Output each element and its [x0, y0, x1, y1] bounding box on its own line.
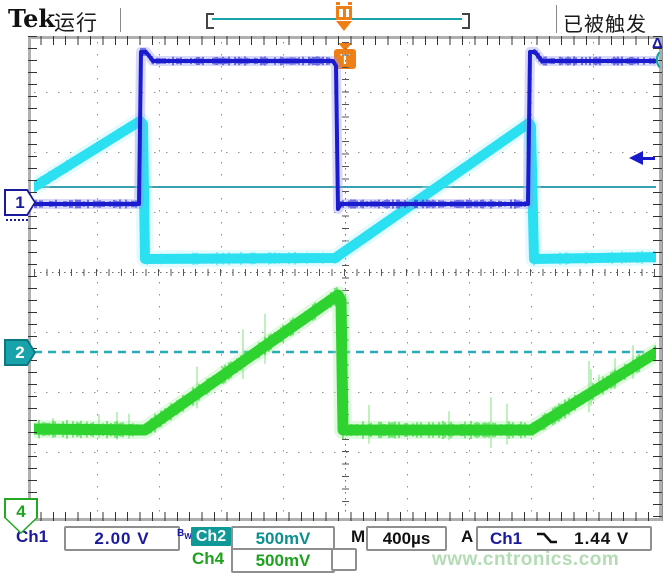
vertical-gridline [469, 42, 470, 513]
center-vertical-ticks [342, 42, 349, 513]
watermark: www.cntronics.com [432, 549, 620, 570]
horizontal-gridline [34, 212, 656, 213]
timebase-readout: 400µs [366, 526, 447, 551]
falling-edge-slope-icon [536, 531, 558, 546]
vertical-gridline [593, 42, 594, 513]
graticule-grid [34, 42, 656, 513]
left-ruler [28, 36, 37, 521]
acquisition-run-status: 运行 [54, 12, 98, 35]
trigger-level-readout: 1.44 V [574, 528, 630, 548]
ch2-ground-marker[interactable]: 2 [4, 339, 36, 366]
timebase-label: M [351, 527, 366, 546]
center-horizontal-ticks [34, 269, 656, 276]
edge-delta-glyph: Δ [652, 35, 663, 52]
ch4-scale-readout: 500mV [231, 548, 335, 573]
vertical-gridline [283, 42, 284, 513]
edge-paren-glyph: ( [655, 49, 661, 68]
horizontal-gridline [34, 392, 656, 393]
trigger-marker-dot [348, 2, 352, 5]
trigger-marker-stem [343, 8, 346, 17]
vertical-gridline [407, 42, 408, 513]
horizontal-gridline [34, 152, 656, 153]
ch1-marker-dotted-tail [6, 217, 28, 221]
ch1-scale-readout: 2.00 V [64, 526, 180, 551]
trigger-level-arrow-stem [643, 157, 655, 160]
bandwidth-limit-badge: BW [177, 528, 192, 541]
trigger-source: Ch1 [490, 528, 523, 548]
vertical-gridline [159, 42, 160, 513]
trigger-position-marker-icon[interactable] [335, 2, 355, 36]
horizontal-gridline [34, 332, 656, 333]
right-ruler [653, 36, 662, 521]
ch1-marker-label: 1 [6, 191, 34, 214]
trigger-marker-arrow-down-icon [336, 21, 352, 31]
empty-readout-box [331, 548, 357, 571]
vertical-gridline [97, 42, 98, 513]
ch2-readout-label: Ch2 [191, 527, 231, 546]
record-view-right-bracket [462, 13, 470, 29]
tek-logo: Tek [8, 4, 56, 33]
ch4-ground-marker[interactable]: 4 [4, 498, 38, 534]
vertical-gridline [531, 42, 532, 513]
trigger-level-arrow-icon[interactable] [629, 151, 643, 165]
top-ruler [28, 36, 662, 45]
ch4-marker-label: 4 [6, 500, 36, 532]
trigger-marker-dot [336, 2, 340, 5]
trigger-status-text: 已被触发 [563, 14, 647, 36]
trigger-readout: Ch1 1.44 V [476, 526, 652, 551]
ch1-readout-label: Ch1 [16, 527, 49, 546]
horizontal-gridline [34, 92, 656, 93]
trigger-readout-prefix: A [461, 527, 474, 546]
vertical-gridline [221, 42, 222, 513]
ch4-readout-label: Ch4 [192, 549, 225, 568]
horizontal-gridline [34, 452, 656, 453]
ch2-marker-label: 2 [6, 341, 34, 364]
record-view-left-bracket [206, 13, 214, 29]
topbar-divider [120, 8, 121, 32]
status-bar: Ch1 2.00 V BW Ch2 500mV M 400µs A Ch1 1.… [0, 521, 664, 574]
topbar-divider [556, 5, 557, 33]
ch1-ground-marker[interactable]: 1 [4, 189, 36, 216]
bottom-ruler [28, 512, 662, 521]
